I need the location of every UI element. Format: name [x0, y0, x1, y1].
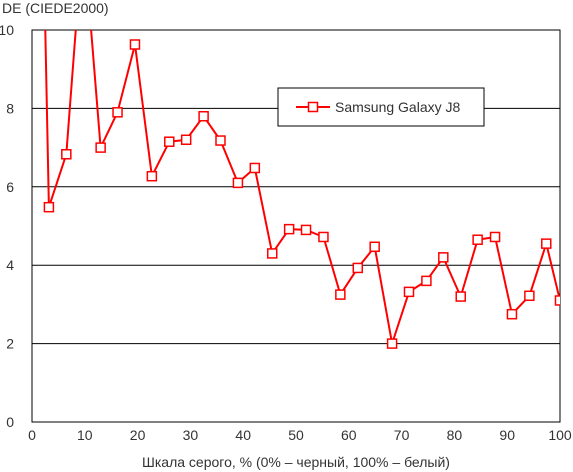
x-tick-label: 60 [341, 427, 357, 443]
data-point [554, 295, 560, 306]
legend: Samsung Galaxy J8 [277, 87, 485, 127]
x-tick-label: 90 [499, 427, 515, 443]
x-tick-label: 70 [394, 427, 410, 443]
data-point [541, 238, 552, 249]
x-tick-label: 80 [447, 427, 463, 443]
data-point [198, 110, 209, 122]
data-point [403, 286, 415, 298]
legend-label: Samsung Galaxy J8 [335, 99, 460, 115]
data-point [43, 201, 55, 213]
y-tick-label: 4 [6, 257, 14, 273]
y-tick-label: 8 [6, 100, 14, 116]
data-point [283, 223, 295, 235]
data-point [369, 241, 380, 253]
y-tick-label: 2 [6, 336, 14, 352]
x-tick-label: 40 [235, 427, 251, 443]
data-point [95, 142, 106, 153]
data-point [386, 338, 398, 349]
x-axis-title: Шкала серого, % (0% – черный, 100% – бел… [142, 454, 450, 470]
y-axis-title: DE (CIEDE2000) [2, 0, 109, 16]
x-axis-ticks: 0 10 20 30 40 50 60 70 80 90 100 [28, 427, 572, 443]
data-point [506, 308, 518, 320]
x-tick-label: 100 [548, 427, 572, 443]
series-layer [43, 30, 560, 349]
data-point [489, 231, 501, 243]
data-point [215, 135, 226, 146]
data-point [352, 262, 364, 274]
series [43, 30, 560, 349]
data-point [232, 177, 244, 189]
data-point [146, 170, 158, 182]
data-point [61, 149, 72, 160]
x-tick-label: 20 [130, 427, 146, 443]
y-tick-label: 6 [6, 179, 14, 195]
data-point [164, 136, 175, 147]
x-tick-label: 10 [77, 427, 93, 443]
x-tick-label: 0 [28, 427, 36, 443]
data-point [455, 291, 466, 302]
x-tick-label: 50 [288, 427, 304, 443]
x-tick-label: 30 [183, 427, 199, 443]
series-line [44, 30, 560, 345]
y-tick-label: 0 [6, 414, 14, 430]
gridlines [32, 29, 560, 345]
data-point [335, 289, 346, 300]
data-point [438, 252, 449, 263]
data-point [421, 275, 432, 287]
data-point [318, 231, 329, 243]
data-point [112, 107, 123, 118]
data-point [129, 39, 141, 50]
legend-marker [307, 101, 319, 113]
data-point [472, 234, 483, 245]
data-point [266, 248, 278, 259]
y-tick-label: 10 [0, 22, 14, 38]
data-point [180, 134, 192, 146]
y-axis-ticks: 0 2 4 6 8 10 [0, 22, 14, 430]
plot-area [31, 29, 561, 423]
data-point [249, 162, 261, 174]
data-point [300, 224, 312, 236]
data-point [524, 290, 535, 302]
